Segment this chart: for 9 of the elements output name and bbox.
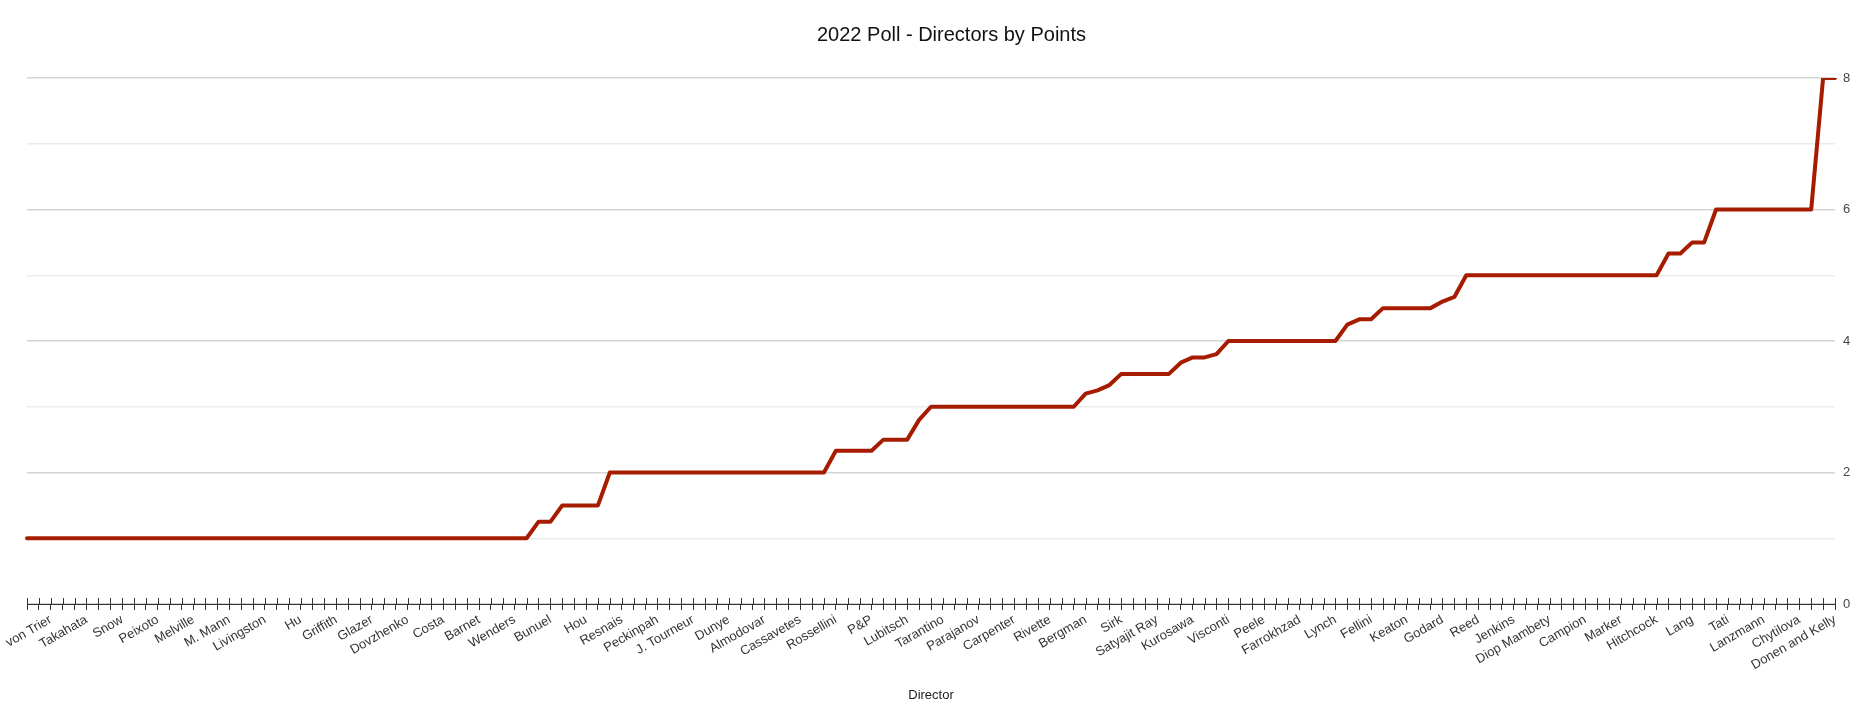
- y-tick-label: 4: [1843, 332, 1851, 348]
- x-tick-label: Hu: [281, 611, 304, 633]
- x-axis-title: Director: [908, 686, 955, 702]
- y-tick-label: 8: [1843, 69, 1851, 85]
- x-tick-label: Lang: [1663, 611, 1696, 639]
- chart-title: 2022 Poll - Directors by Points: [816, 22, 1087, 45]
- y-tick-label: 2: [1843, 464, 1851, 480]
- y-tick-label: 0: [1843, 595, 1851, 611]
- y-tick-label: 6: [1843, 201, 1851, 217]
